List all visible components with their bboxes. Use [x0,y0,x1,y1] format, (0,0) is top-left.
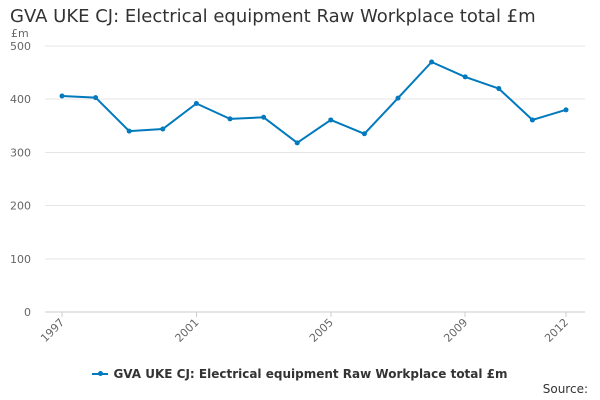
series-line [61,61,567,144]
data-point[interactable] [227,116,233,122]
series-points [59,59,569,146]
data-point[interactable] [395,95,401,101]
data-point[interactable] [59,93,65,99]
legend: GVA UKE CJ: Electrical equipment Raw Wor… [0,364,600,381]
data-point[interactable] [328,117,334,123]
x-tick-label: 1997 [38,316,67,345]
legend-line-marker-icon [92,371,109,376]
data-point[interactable] [160,126,166,132]
data-point[interactable] [93,95,99,101]
data-point[interactable] [294,140,300,146]
y-tick-label: 100 [10,253,31,266]
x-axis-ticks: 1997 2001 2005 2009 2012 [38,312,571,345]
y-tick-label: 300 [10,146,31,159]
y-tick-label: 400 [10,93,31,106]
data-point[interactable] [563,107,569,113]
y-axis-ticks: 0 100 200 300 400 500 [10,40,31,319]
source-label: Source: [542,382,588,396]
x-tick-label: 2001 [173,316,202,345]
y-tick-label: 0 [24,306,31,319]
x-tick-label: 2005 [307,316,336,345]
legend-item[interactable]: GVA UKE CJ: Electrical equipment Raw Wor… [92,367,508,381]
legend-label: GVA UKE CJ: Electrical equipment Raw Wor… [113,367,508,381]
data-point[interactable] [496,86,502,92]
data-point[interactable] [361,131,367,137]
y-tick-label: 500 [10,40,31,53]
data-point[interactable] [261,114,267,120]
x-tick-label: 2012 [542,316,571,345]
data-point[interactable] [462,74,468,80]
y-tick-label: 200 [10,200,31,213]
data-point[interactable] [126,128,132,134]
series-line-path [61,61,567,144]
data-point[interactable] [429,59,435,65]
chart-title: GVA UKE CJ: Electrical equipment Raw Wor… [10,6,536,27]
data-point[interactable] [529,117,535,123]
gridlines [45,45,585,313]
y-axis-unit-label: £m [11,27,29,40]
x-tick-label: 2009 [441,316,470,345]
data-point[interactable] [193,100,199,106]
